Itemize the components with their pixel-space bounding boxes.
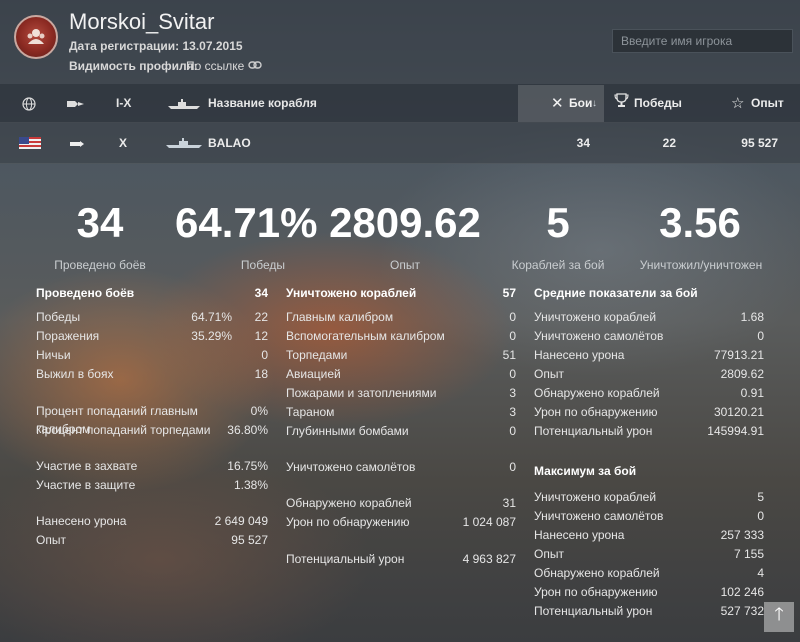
ship-battles: 34 — [576, 136, 590, 150]
big-stat-exp: 2809.62 — [329, 199, 481, 246]
player-search-input[interactable] — [612, 29, 793, 53]
table-row: Нанесено урона 77913.21 — [534, 348, 764, 362]
profile-visibility-value: По ссылке — [186, 59, 245, 73]
caption-kd: Уничтожил/уничтожен — [639, 258, 763, 272]
table-row: Потенциальный урон 527 732 — [534, 604, 764, 618]
ship-exp: 95 527 — [741, 136, 778, 150]
table-row: Поражения 35.29% 12 — [36, 329, 268, 343]
battles-column-highlight[interactable] — [518, 85, 604, 122]
table-row: Процент попаданий главным калибром 0% — [36, 404, 268, 436]
table-row: Опыт 7 155 — [534, 547, 764, 561]
table-row: Потенциальный урон 145994.91 — [534, 424, 764, 438]
table-row: Тараном 3 — [286, 405, 516, 419]
table-row: Опыт 95 527 — [36, 533, 268, 547]
trophy-icon[interactable] — [614, 93, 629, 113]
submarine-class-icon — [70, 123, 84, 163]
ship-wins: 22 — [662, 136, 676, 150]
caption-winrate: Победы — [240, 258, 285, 272]
ship-table-row[interactable]: X BALAO 34 22 95 527 — [0, 123, 800, 164]
table-row: Уничтожено самолётов 0 — [286, 460, 516, 474]
table-row: Обнаружено кораблей 0.91 — [534, 386, 764, 400]
link-icon[interactable] — [248, 59, 262, 73]
ship-silhouette-icon — [166, 138, 202, 148]
close-sort-icon[interactable]: ✕ — [551, 95, 564, 112]
table-row: Участие в защите 1.38% — [36, 478, 268, 492]
globe-icon[interactable] — [22, 84, 36, 122]
flag-usa-icon — [19, 137, 41, 149]
table-row: Победы 64.71% 22 — [36, 310, 268, 324]
sort-down-icon[interactable]: ↓ — [592, 98, 597, 109]
table-row: Участие в захвате 16.75% — [36, 459, 268, 473]
left-table-title: Проведено боёв 34 — [36, 286, 268, 300]
ship-tier: X — [119, 136, 128, 150]
table-row: Выжил в боях 18 — [36, 367, 268, 381]
exp-column-header[interactable]: Опыт — [751, 96, 784, 110]
scroll-to-top-button[interactable]: 🡑 — [764, 602, 794, 632]
ship-icon[interactable] — [168, 84, 200, 122]
ship-name-column-header[interactable]: Название корабля — [208, 96, 317, 110]
emblem-icon — [14, 15, 58, 59]
table-row: Глубинными бомбами 0 — [286, 424, 516, 438]
right-max-title: Максимум за бой — [534, 464, 637, 478]
wins-column-header[interactable]: Победы — [634, 96, 682, 110]
big-stat-battles: 34 — [76, 199, 124, 246]
table-row: Пожарами и затоплениями 3 — [286, 386, 516, 400]
table-row: Уничтожено самолётов 0 — [534, 329, 764, 343]
player-name: Morskoi_Svitar — [69, 9, 215, 34]
table-row: Нанесено урона 257 333 — [534, 528, 764, 542]
caption-battles: Проведено боёв — [54, 258, 146, 272]
caption-ships-per-battle: Кораблей за бой — [511, 258, 605, 272]
table-row: Потенциальный урон 4 963 827 — [286, 552, 516, 566]
ship-name: BALAO — [208, 136, 251, 150]
table-row: Главным калибром 0 — [286, 310, 516, 324]
middle-table-title: Уничтожено кораблей 57 — [286, 286, 516, 300]
table-row: Опыт 2809.62 — [534, 367, 764, 381]
profile-visibility-label: Видимость профиля: — [69, 59, 198, 73]
table-row: Урон по обнаружению 30120.21 — [534, 405, 764, 419]
ship-type-icon[interactable] — [66, 84, 86, 122]
table-row: Урон по обнаружению 1 024 087 — [286, 515, 516, 529]
big-stat-kd: 3.56 — [659, 199, 741, 246]
registration-date: Дата регистрации: 13.07.2015 — [69, 39, 243, 53]
table-row: Процент попаданий торпедами 36.80% — [36, 423, 268, 437]
table-row: Вспомогательным калибром 0 — [286, 329, 516, 343]
caption-exp: Опыт — [390, 258, 420, 272]
table-row: Ничьи 0 — [36, 348, 268, 362]
right-avg-title: Средние показатели за бой — [534, 286, 698, 300]
table-row: Нанесено урона 2 649 049 — [36, 514, 268, 528]
tier-column-header[interactable]: I-X — [116, 96, 132, 110]
table-row: Обнаружено кораблей 31 — [286, 496, 516, 510]
big-stat-winrate: 64.71% — [175, 199, 318, 246]
table-row: Обнаружено кораблей 4 — [534, 566, 764, 580]
battles-column-header[interactable]: Бои — [569, 96, 593, 110]
table-row: Уничтожено кораблей 5 — [534, 490, 764, 504]
big-stat-ships-per-battle: 5 — [546, 199, 570, 246]
table-row: Уничтожено самолётов 0 — [534, 509, 764, 523]
arrow-up-icon: 🡑 — [774, 604, 784, 624]
ship-table-header: I-X Название корабля — [0, 84, 800, 123]
star-icon[interactable]: ☆ — [731, 95, 745, 112]
table-row: Урон по обнаружению 102 246 — [534, 585, 764, 599]
table-row: Торпедами 51 — [286, 348, 516, 362]
table-row: Авиацией 0 — [286, 367, 516, 381]
table-row: Уничтожено кораблей 1.68 — [534, 310, 764, 324]
